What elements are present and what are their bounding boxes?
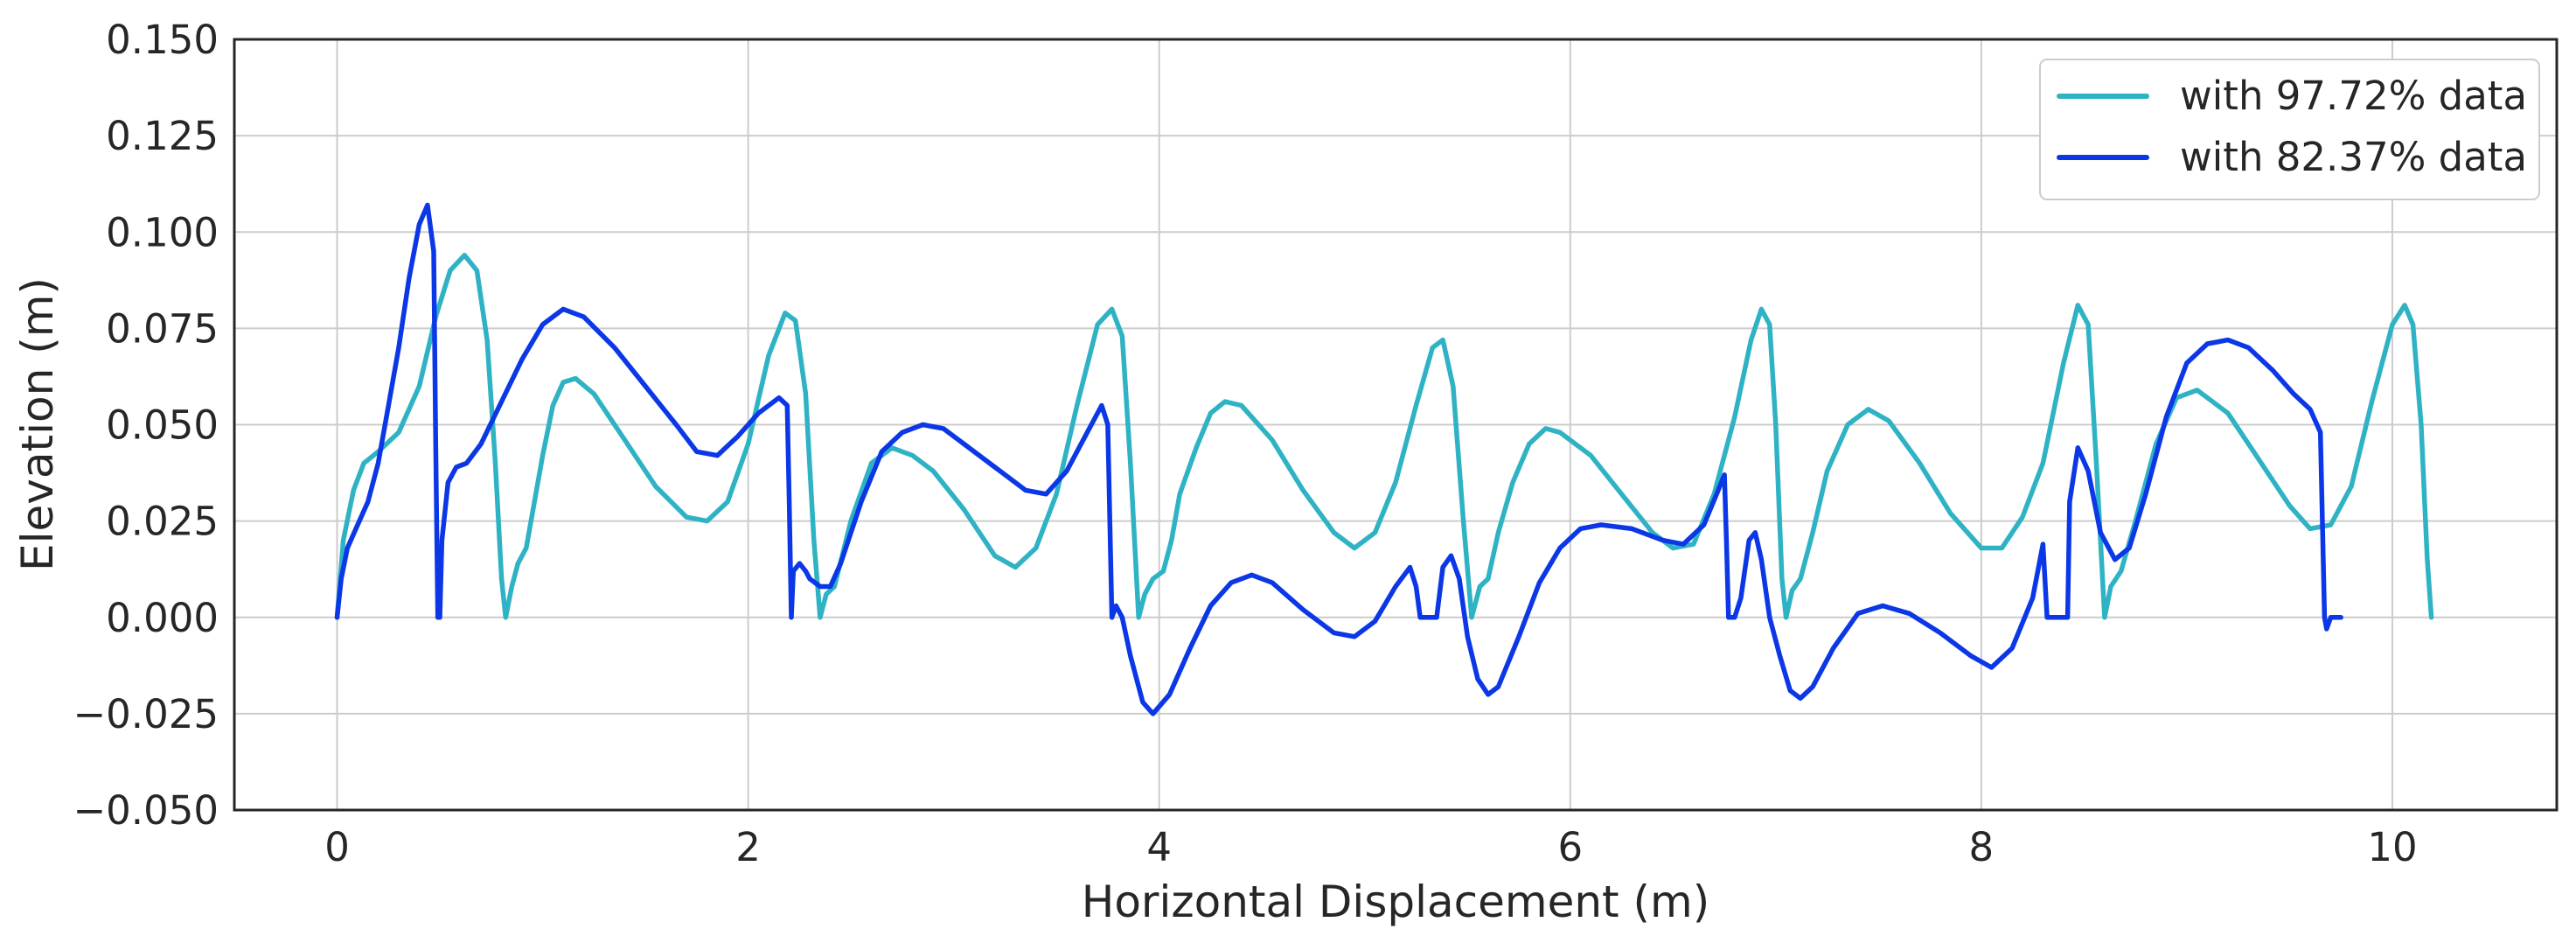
y-tick-label: 0.025: [106, 499, 219, 545]
y-tick-label: −0.050: [73, 787, 219, 834]
series-line-2: [334, 202, 2343, 716]
x-tick-label: 0: [324, 824, 350, 870]
x-tick-labels: 0 2 4 6 8 10: [324, 824, 2417, 870]
y-tick-label: 0.075: [106, 305, 219, 352]
series-line-1: [334, 252, 2434, 620]
y-tick-label: −0.025: [73, 691, 219, 737]
x-tick-label: 2: [735, 824, 761, 870]
y-tick-labels: −0.050 −0.025 0.000 0.025 0.050 0.075 0.100 0.1…: [73, 17, 219, 834]
y-tick-label: 0.125: [106, 113, 219, 159]
x-tick-label: 8: [1969, 824, 1995, 870]
y-tick-label: 0.000: [106, 595, 219, 641]
legend-label-series-1: with 97.72% data: [2180, 73, 2527, 119]
x-tick-label: 4: [1146, 824, 1172, 870]
legend: with 97.72% data with 82.37% data: [2039, 59, 2540, 200]
legend-label-series-2: with 82.37% data: [2180, 134, 2527, 180]
series-lines: [334, 202, 2434, 716]
y-tick-label: 0.100: [106, 209, 219, 255]
x-grid: [336, 39, 2393, 810]
x-axis-label: Horizontal Displacement (m): [1082, 877, 1710, 927]
x-tick-label: 10: [2367, 824, 2417, 870]
y-axis-label: Elevation (m): [12, 277, 63, 571]
legend-box: [2039, 59, 2540, 200]
x-tick-label: 6: [1557, 824, 1583, 870]
y-tick-label: 0.050: [106, 402, 219, 449]
plot-frame: [233, 38, 2559, 812]
y-tick-label: 0.150: [106, 17, 219, 63]
